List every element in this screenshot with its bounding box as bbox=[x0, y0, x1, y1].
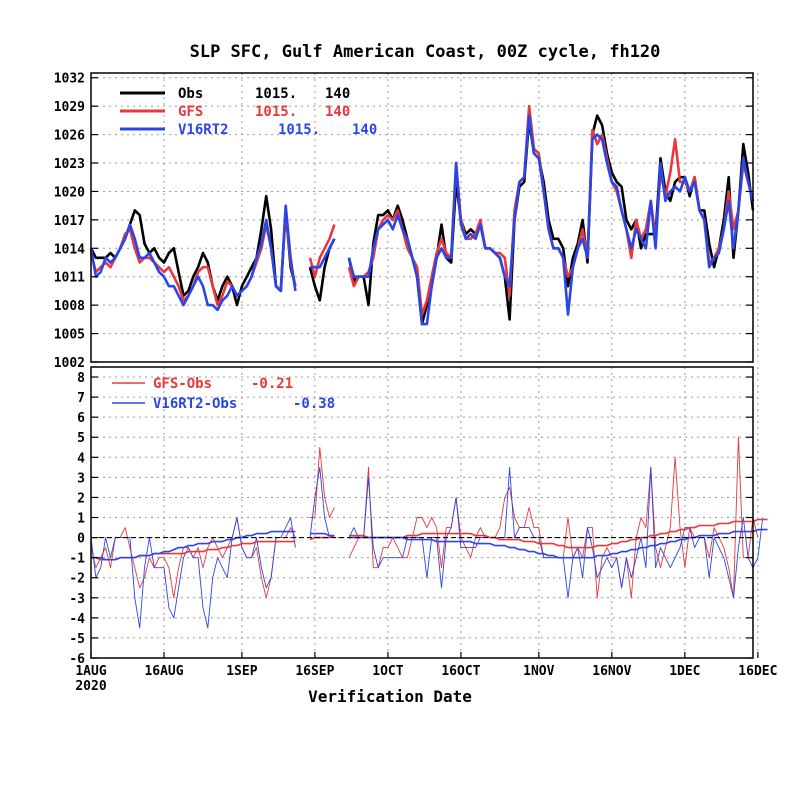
x-tick-label-0: 1AUG bbox=[75, 664, 106, 679]
bottom-series-gfs-obs-mean-segment-2 bbox=[349, 518, 768, 549]
bottom-ytick-label-9: 3 bbox=[77, 471, 85, 486]
bottom-ytick-label-10: 4 bbox=[77, 451, 85, 466]
x-tick-label-5: 16OCT bbox=[441, 664, 480, 679]
top-ytick-label-10: 1032 bbox=[54, 72, 85, 87]
top-ytick-label-6: 1020 bbox=[54, 185, 85, 200]
legend-mean-v16-obs: -0.38 bbox=[293, 396, 335, 412]
bottom-series-v16-obs-mean-segment-0 bbox=[91, 530, 296, 561]
top-series-v16-segment-1 bbox=[310, 238, 336, 269]
bottom-legend: GFS-Obs -0.21 V16RT2-Obs -0.38 bbox=[112, 376, 335, 412]
chart-title: SLP SFC, Gulf American Coast, 00Z cycle,… bbox=[190, 42, 661, 62]
top-series-lines bbox=[89, 104, 755, 326]
top-series-v16-segment-0 bbox=[89, 204, 297, 312]
x-axis-label: Verification Date bbox=[308, 687, 472, 706]
top-plot-frame bbox=[90, 72, 754, 363]
bottom-ytick-label-12: 6 bbox=[77, 411, 85, 426]
legend-count-gfs: 140 bbox=[325, 104, 350, 120]
bottom-y-axis: -6 -5 -4 -3 -2 -1 0 1 2 3 4 5 6 7 8 bbox=[69, 371, 753, 667]
top-ytick-label-3: 1011 bbox=[54, 271, 85, 286]
bottom-series-v16-obs-mean-segment-2 bbox=[349, 528, 768, 559]
top-ytick-label-9: 1029 bbox=[54, 100, 85, 115]
top-ytick-label-0: 1002 bbox=[54, 356, 85, 371]
top-ytick-label-8: 1026 bbox=[54, 129, 85, 144]
x-year-label: 2020 bbox=[75, 679, 106, 694]
bottom-ytick-label-7: 1 bbox=[77, 512, 85, 527]
legend-label-gfs: GFS bbox=[178, 104, 203, 120]
top-series-v16-segment-2 bbox=[347, 114, 755, 326]
x-tick-label-6: 1NOV bbox=[523, 664, 554, 679]
bottom-series-gfs-obs-segment-1 bbox=[310, 446, 335, 518]
legend-count-v16: 140 bbox=[352, 122, 377, 138]
x-tick-label-2: 1SEP bbox=[226, 664, 257, 679]
bottom-ytick-label-8: 2 bbox=[77, 491, 85, 506]
bottom-ytick-label-3: -3 bbox=[69, 592, 85, 607]
top-gridlines bbox=[90, 73, 759, 363]
bottom-ytick-label-1: -5 bbox=[69, 632, 85, 647]
bottom-ytick-label-4: -2 bbox=[69, 572, 85, 587]
top-series-gfs-segment-1 bbox=[308, 224, 336, 279]
legend-mean-v16: 1015. bbox=[278, 122, 320, 138]
bottom-ytick-label-13: 7 bbox=[77, 391, 85, 406]
bottom-ytick-label-5: -1 bbox=[69, 552, 85, 567]
bottom-series-v16-obs-mean-segment-1 bbox=[310, 532, 335, 537]
bottom-panel: -6 -5 -4 -3 -2 -1 0 1 2 3 4 5 6 7 8 GFS-Obs -0.21 V16R… bbox=[69, 366, 768, 667]
legend-label-obs: Obs bbox=[178, 86, 203, 102]
legend-label-v16: V16RT2 bbox=[178, 122, 229, 138]
top-panel: 1002 1005 1008 1011 1014 1017 1020 1023 1026 1029… bbox=[54, 72, 759, 371]
legend-mean-gfs-obs: -0.21 bbox=[251, 376, 293, 392]
bottom-ytick-label-0: -6 bbox=[69, 652, 85, 667]
bottom-plot-frame bbox=[90, 366, 754, 659]
bottom-ytick-label-11: 5 bbox=[77, 431, 85, 446]
top-ytick-label-4: 1014 bbox=[54, 242, 85, 257]
top-legend: Obs 1015. 140 GFS 1015. 140 V16RT2 1015.… bbox=[120, 86, 377, 138]
legend-label-v16-obs: V16RT2-Obs bbox=[153, 396, 237, 412]
x-tick-label-4: 1OCT bbox=[372, 664, 403, 679]
x-tick-label-7: 16NOV bbox=[592, 664, 631, 679]
x-tick-label-1: 16AUG bbox=[144, 664, 183, 679]
x-tick-label-3: 16SEP bbox=[295, 664, 334, 679]
legend-label-gfs-obs: GFS-Obs bbox=[153, 376, 212, 392]
legend-mean-gfs: 1015. bbox=[255, 104, 297, 120]
top-ytick-label-1: 1005 bbox=[54, 328, 85, 343]
legend-mean-obs: 1015. bbox=[255, 86, 297, 102]
bottom-series-v16-obs-segment-2 bbox=[348, 466, 764, 599]
top-ytick-label-7: 1023 bbox=[54, 157, 85, 172]
x-tick-label-9: 16DEC bbox=[738, 664, 777, 679]
bottom-ytick-label-6: 0 bbox=[77, 532, 85, 547]
top-ytick-label-5: 1017 bbox=[54, 214, 85, 229]
x-axis: 1AUG 16AUG 1SEP 16SEP 1OCT 16OCT 1NOV 16NOV 1DEC… bbox=[75, 652, 777, 679]
bottom-ytick-label-2: -4 bbox=[69, 612, 85, 627]
bottom-series-gfs-obs-mean-segment-1 bbox=[309, 534, 335, 541]
legend-count-obs: 140 bbox=[325, 86, 350, 102]
bottom-series-lines bbox=[90, 436, 768, 629]
bottom-ytick-label-14: 8 bbox=[77, 371, 85, 386]
top-ytick-label-2: 1008 bbox=[54, 299, 85, 314]
x-tick-label-8: 1DEC bbox=[669, 664, 700, 679]
